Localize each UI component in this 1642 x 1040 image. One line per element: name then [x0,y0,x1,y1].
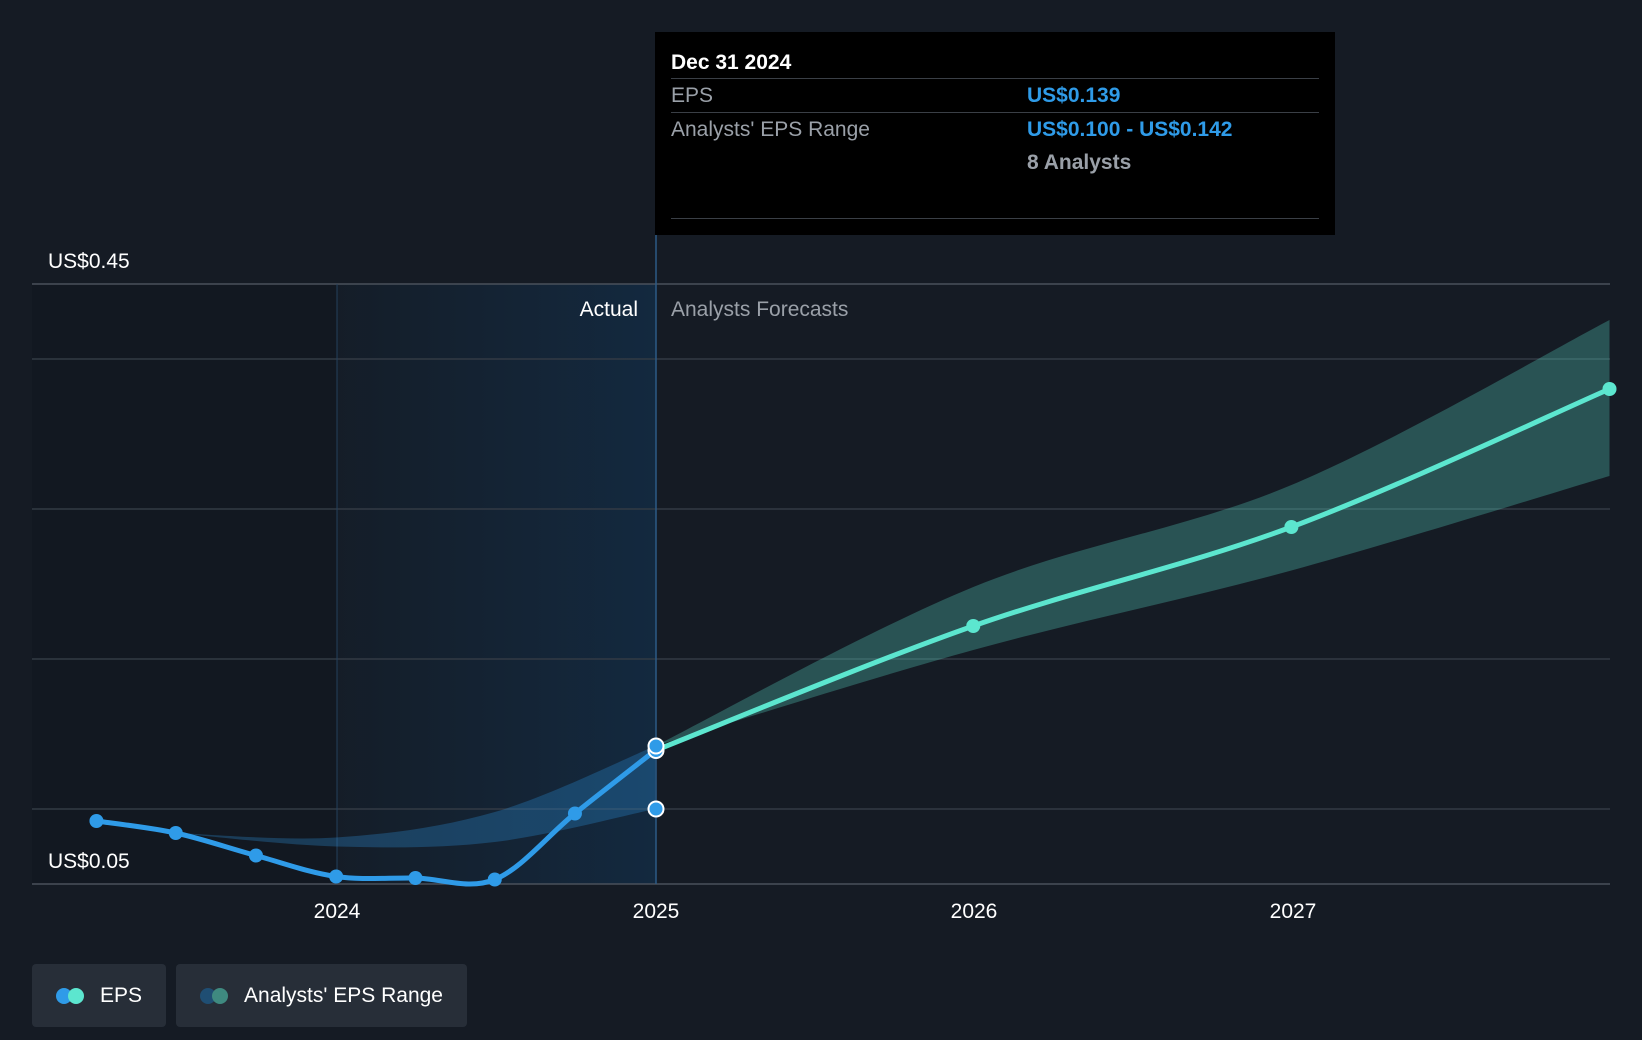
eps-point[interactable] [168,826,183,840]
data-points [89,382,1617,887]
past-shade [32,284,337,884]
x-tick-2027: 2027 [1270,900,1317,923]
range-band-actual [175,746,656,848]
highlight-points [647,737,665,818]
legend: EPS Analysts' EPS Range [32,964,467,1027]
highlight-point[interactable] [647,800,665,818]
legend-range-swatch-icon [200,987,232,1004]
eps-line-forecast [652,386,1612,753]
eps-point[interactable] [567,806,582,821]
x-tick-2025: 2025 [633,900,680,923]
legend-range-label: Analysts' EPS Range [244,983,443,1007]
x-tick-2026: 2026 [951,900,998,923]
tooltip-range-row: Analysts' EPS Range US$0.100 - US$0.142 [671,112,1319,146]
tooltip-divider [671,218,1319,219]
grid-lines [32,283,1610,885]
eps-point[interactable] [89,814,104,828]
tooltip-range-label: Analysts' EPS Range [671,118,870,141]
tooltip: Dec 31 2024 EPS US$0.139 Analysts' EPS R… [655,32,1335,235]
eps-point[interactable] [408,871,423,885]
eps-point[interactable] [966,619,981,633]
tooltip-eps-label: EPS [671,84,714,107]
tooltip-analysts: 8 Analysts [1027,151,1132,174]
eps-point[interactable] [487,872,502,887]
actual-region-shade [337,284,656,884]
tooltip-date: Dec 31 2024 [671,51,792,74]
actual-label: Actual [580,298,638,321]
eps-point[interactable] [248,848,263,863]
legend-eps-label: EPS [100,983,143,1007]
legend-range[interactable]: Analysts' EPS Range [176,964,467,1027]
eps-point[interactable] [329,869,344,884]
y-axis-top-label: US$0.45 [48,250,130,273]
x-tick-2024: 2024 [314,900,361,923]
tooltip-eps-value: US$0.139 [1027,84,1121,107]
tooltip-range-value: US$0.100 - US$0.142 [1027,118,1233,141]
range-band-forecast [655,320,1610,746]
legend-eps[interactable]: EPS [32,964,167,1027]
forecast-label: Analysts Forecasts [671,298,848,321]
legend-eps-swatch-icon [56,987,88,1004]
y-axis-bottom-label: US$0.05 [48,850,130,873]
tooltip-eps-row: EPS US$0.139 [671,78,1319,112]
eps-point[interactable] [1602,382,1617,396]
highlight-point[interactable] [647,737,665,755]
eps-point[interactable] [1284,520,1299,534]
